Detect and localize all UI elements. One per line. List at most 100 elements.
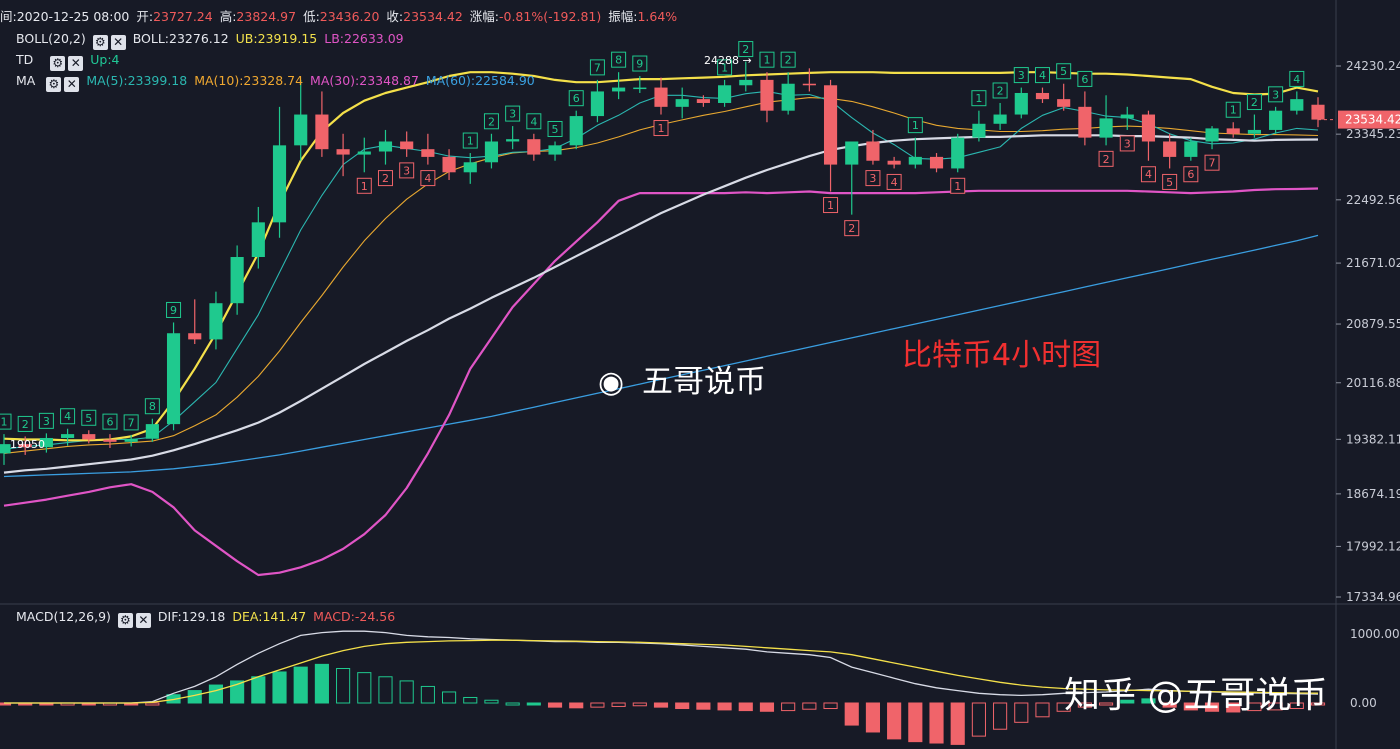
macd-histogram-bar xyxy=(611,702,626,707)
macd-histogram-bar xyxy=(717,702,732,711)
td-count-box xyxy=(1289,70,1305,87)
td-count-label: 7 xyxy=(128,416,135,429)
amplitude-label: 振幅: xyxy=(608,9,638,24)
candle-body xyxy=(484,141,499,163)
td-count-box xyxy=(102,413,118,430)
td-count-box xyxy=(462,132,478,149)
td-count-box xyxy=(1204,154,1220,171)
macd-histogram-bar xyxy=(441,691,457,704)
candle-body xyxy=(0,444,11,454)
macd-histogram-bar xyxy=(781,702,796,712)
candle-body xyxy=(166,333,181,425)
macd-histogram-bar xyxy=(505,702,520,706)
macd-histogram-bar xyxy=(950,702,965,745)
td-count-label: 1 xyxy=(975,92,982,105)
td-count-label: 2 xyxy=(22,418,29,431)
candle-body xyxy=(1311,104,1325,120)
close-icon[interactable]: ✕ xyxy=(135,613,151,628)
settings-icon[interactable]: ⚙ xyxy=(117,613,133,628)
td-count-label: 4 xyxy=(424,172,431,185)
boll-legend: BOLL(20,2) ⚙ ✕ BOLL:23276.12 UB:23919.15 … xyxy=(16,31,407,50)
td-count-box xyxy=(759,51,775,68)
macd-histogram-bar xyxy=(463,696,478,704)
macd-histogram-bar xyxy=(908,702,923,743)
td-markers: 1 2 3 4 5 6 7 8 9 1 2 3 4 1 2 3 4 5 6 7 8 9 1 1 2 1 2 1 2 3 4 1 1 1 2 3 4 5 6 2… xyxy=(0,41,1305,432)
price-tick-label: 19382.11 xyxy=(1346,432,1400,446)
macd-histogram-bar xyxy=(1268,702,1283,711)
td-count-label: 1 xyxy=(827,199,834,212)
td-count-label: 6 xyxy=(573,92,580,105)
macd-histogram-bar xyxy=(569,702,584,709)
td-count-label: 4 xyxy=(1145,168,1152,181)
weibo-watermark: ◉ 五哥说币 xyxy=(598,356,766,401)
ma10-value: MA(10):23328.74 xyxy=(194,73,304,88)
ma30-value: MA(30):23348.87 xyxy=(310,73,419,88)
macd-value: MACD:-24.56 xyxy=(313,609,396,624)
open-value: 23727.24 xyxy=(153,9,213,24)
candle-body xyxy=(1205,128,1219,142)
td-count-label: 3 xyxy=(1272,88,1279,101)
macd-histogram-bar xyxy=(272,671,287,704)
td-count-box xyxy=(1183,166,1199,183)
settings-icon[interactable]: ⚙ xyxy=(50,56,66,71)
price-tick-label: 23345.23 xyxy=(1346,127,1400,141)
high-value: 23824.97 xyxy=(236,9,297,24)
td-count-box xyxy=(907,117,923,134)
td-count-box xyxy=(971,90,987,107)
candle-body xyxy=(1014,92,1028,115)
macd-histogram-bar xyxy=(653,702,669,708)
candle-body xyxy=(230,257,244,304)
close-icon[interactable]: ✕ xyxy=(64,77,80,92)
settings-icon[interactable]: ⚙ xyxy=(46,77,62,92)
candle-body xyxy=(887,160,901,165)
td-count-box xyxy=(399,162,415,179)
price-tick-label: 18674.19 xyxy=(1346,487,1400,501)
candle-body xyxy=(400,141,414,150)
candle-body xyxy=(993,114,1007,124)
td-count-label: 8 xyxy=(615,54,622,67)
td-count-box xyxy=(589,59,605,76)
candle-body xyxy=(421,149,435,157)
weibo-icon: ◉ xyxy=(598,365,625,400)
macd-histogram-bar xyxy=(1204,702,1220,712)
macd-histogram-bar xyxy=(887,702,902,740)
candle-body xyxy=(696,99,710,103)
td-count-label: 3 xyxy=(403,164,410,177)
macd-histogram-bar xyxy=(696,702,711,710)
candle-body xyxy=(1141,114,1156,142)
settings-icon[interactable]: ⚙ xyxy=(92,35,108,50)
macd-histogram-bar xyxy=(357,672,372,704)
close-icon[interactable]: ✕ xyxy=(110,35,126,50)
ma-legend: MA ⚙ ✕ MA(5):23399.18 MA(10):23328.74 MA(… xyxy=(16,73,538,92)
macd-histogram-bar xyxy=(145,702,160,706)
candle-body xyxy=(61,434,75,438)
td-count-label: 2 xyxy=(742,43,749,56)
macd-histogram-bar xyxy=(802,702,817,710)
close-icon[interactable]: ✕ xyxy=(68,56,84,71)
macd-histogram-bar xyxy=(738,702,753,712)
current-price-label: 23534.42 xyxy=(1345,113,1400,127)
macd-legend: MACD(12,26,9) ⚙ ✕ DIF:129.18 DEA:141.47 M… xyxy=(16,609,398,628)
macd-histogram-bar xyxy=(1183,702,1198,711)
open-label: 开: xyxy=(136,9,154,24)
macd-histogram-bar xyxy=(823,702,838,710)
boll-mid-line xyxy=(3,134,1319,474)
candle-body xyxy=(1269,110,1283,130)
candle-body xyxy=(908,156,922,165)
td-count-box xyxy=(547,120,563,137)
td-value: Up:4 xyxy=(90,52,120,67)
td-count-box xyxy=(81,409,97,426)
td-count-box xyxy=(377,170,393,187)
peak-price-label: 24288 → xyxy=(704,54,752,67)
candle-body xyxy=(781,83,795,111)
price-tick-label: 22492.56 xyxy=(1346,193,1400,207)
low-label: 低: xyxy=(303,9,320,24)
macd-histogram-bar xyxy=(993,702,1008,730)
td-count-box xyxy=(653,120,669,137)
macd-tick-label: 1000.00 xyxy=(1350,627,1400,641)
candle-body xyxy=(336,149,350,155)
high-label: 高: xyxy=(219,9,237,24)
macd-histogram-bar xyxy=(929,702,944,744)
td-count-box xyxy=(950,177,966,194)
td-count-label: 4 xyxy=(1039,69,1046,82)
